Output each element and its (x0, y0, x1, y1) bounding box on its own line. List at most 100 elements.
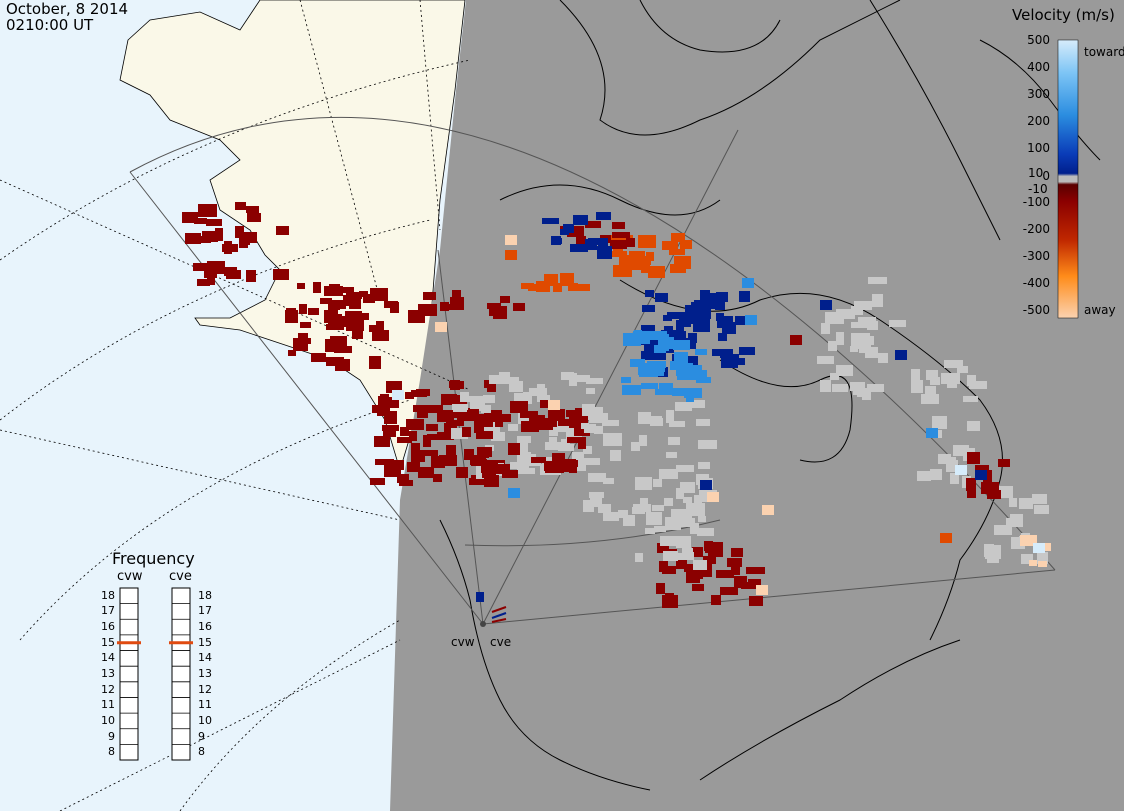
scatter-cell (602, 420, 619, 426)
scatter-cell (537, 395, 550, 402)
scatter-cell (451, 428, 468, 439)
frequency-scale-label: 17 (101, 604, 115, 618)
scatter-cell (868, 277, 887, 284)
scatter-cell (493, 414, 511, 422)
scatter-cell (273, 269, 289, 280)
scatter-cell (957, 366, 968, 373)
scatter-cell (446, 395, 464, 405)
scatter-cell (204, 271, 217, 278)
scatter-cell (573, 284, 590, 291)
scatter-cell (676, 488, 684, 499)
scatter-cell (299, 304, 307, 314)
scatter-cell (867, 384, 884, 392)
scatter-cell (693, 319, 710, 332)
scatter-cell (690, 523, 699, 534)
scatter-cell (421, 450, 438, 456)
scatter-cell (288, 350, 296, 356)
scatter-cell (375, 459, 394, 465)
scatter-cell (397, 474, 409, 483)
colorbar-tick-label: 0 (1042, 169, 1050, 183)
scatter-cell (411, 390, 427, 397)
scatter-cell (670, 361, 687, 370)
scatter-cell (597, 246, 612, 259)
colorbar-tick-label: -10 (1028, 182, 1048, 196)
scatter-cell (235, 226, 244, 238)
scatter-cell (635, 477, 652, 490)
scatter-cell (405, 392, 414, 399)
scatter-cell (508, 488, 520, 498)
scatter-cell (326, 324, 344, 330)
colorbar-tick-label: 100 (1027, 141, 1050, 155)
cve-freq-label: cve (169, 569, 192, 584)
scatter-cell (427, 434, 443, 440)
scatter-cell (679, 313, 696, 324)
scatter-cell (675, 353, 684, 361)
scatter-cell (202, 231, 218, 242)
colorbar-tick-label: -500 (1022, 303, 1050, 317)
velocity-colorbar (1057, 39, 1079, 319)
scatter-cell (384, 411, 397, 424)
scatter-cell (426, 424, 438, 431)
scatter-cell (712, 349, 723, 356)
scatter-cell (664, 326, 673, 333)
scatter-cell (603, 433, 622, 446)
scatter-cell (377, 406, 390, 416)
scatter-cell (642, 305, 655, 312)
scatter-cell (517, 436, 531, 443)
frequency-scale-label: 8 (108, 745, 115, 759)
scatter-cell (462, 427, 471, 437)
scatter-cell (384, 465, 401, 477)
scatter-cell (246, 206, 259, 213)
scatter-cell (623, 515, 635, 526)
scatter-cell (446, 445, 456, 457)
scatter-cell (675, 402, 692, 411)
frequency-scale-label: 9 (108, 729, 115, 743)
colorbar-tick-label: -300 (1022, 249, 1050, 263)
lat-lon-grid (0, 0, 471, 811)
scatter-cell (206, 219, 222, 226)
scatter-cell (484, 424, 500, 434)
cve-gauge (171, 587, 191, 761)
scatter-cell (696, 377, 711, 383)
scatter-cell (930, 469, 942, 480)
scatter-cell (569, 460, 578, 467)
night-region (390, 0, 1124, 811)
scatter-cell (293, 338, 308, 351)
scatter-cell (638, 363, 652, 375)
scatter-cell (435, 322, 447, 332)
scatter-cell (411, 450, 425, 462)
scatter-cell (672, 388, 684, 396)
scatter-cell (505, 250, 517, 260)
frequency-scale-label: 11 (101, 698, 115, 712)
scatter-cell (700, 290, 710, 302)
scatter-cell (246, 270, 256, 282)
scatter-cell (369, 356, 381, 369)
scatter-cell (540, 400, 553, 408)
scatter-cell (193, 263, 211, 271)
scatter-cell (531, 457, 546, 463)
scatter-cell (926, 370, 938, 380)
scatter-cell (654, 526, 666, 532)
scatter-cell (678, 373, 693, 379)
scatter-cell (1019, 498, 1033, 509)
scatter-cell (376, 321, 384, 330)
scatter-cell (581, 423, 589, 429)
scatter-cell (645, 290, 654, 297)
scatter-cell (320, 298, 332, 304)
scatter-cell (542, 218, 559, 224)
scatter-cell (1021, 554, 1033, 564)
scatter-cell (666, 452, 677, 458)
colorbar-tick-label: 10 (1028, 166, 1044, 180)
scatter-cell (446, 304, 459, 310)
cve-near-cell-1 (491, 606, 507, 613)
scatter-cell (1037, 552, 1048, 564)
scatter-cell (668, 437, 680, 445)
scatter-cell (698, 440, 717, 449)
scatter-cell (1029, 560, 1037, 566)
scatter-cell (828, 341, 837, 351)
scatter-cell (700, 480, 712, 490)
scatter-cell (460, 392, 469, 402)
scatter-cell (969, 381, 987, 389)
scatter-cell (552, 238, 562, 244)
